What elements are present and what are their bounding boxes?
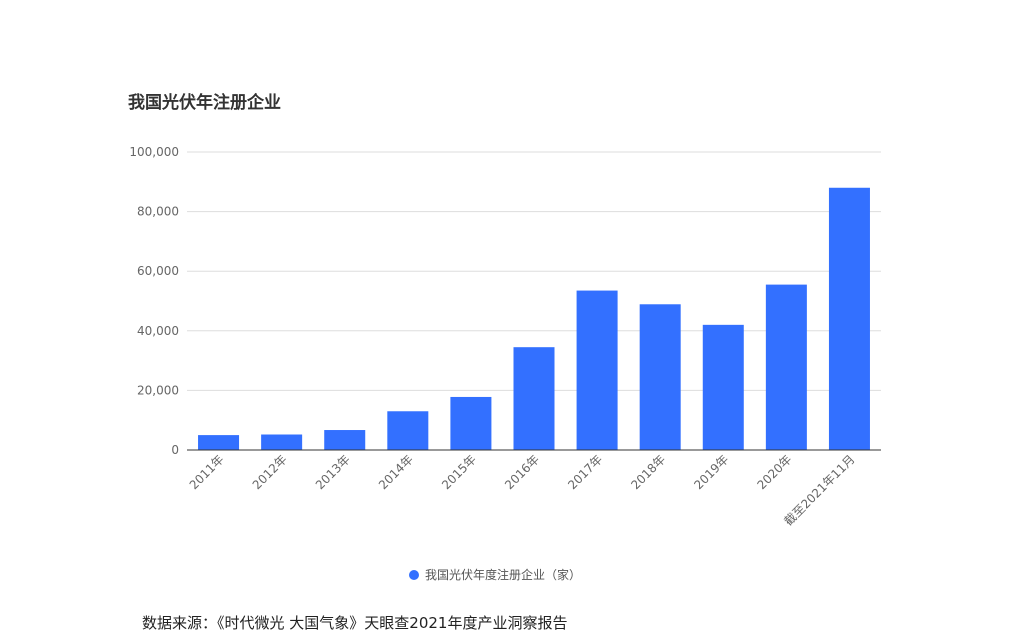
y-tick-label: 80,000 [137, 205, 179, 219]
bar [576, 290, 618, 450]
source-note: 数据来源：《时代微光 大国气象》天眼查2021年度产业洞察报告 [142, 614, 568, 632]
y-tick-label: 40,000 [137, 324, 179, 338]
bar [387, 411, 429, 450]
y-tick-label: 0 [171, 443, 179, 457]
legend-marker [409, 569, 419, 580]
x-tick-label: 2014年 [376, 452, 416, 492]
x-tick-label: 2018年 [628, 452, 668, 492]
x-tick-label: 2017年 [565, 452, 605, 492]
bar [198, 435, 240, 450]
bar [261, 434, 303, 450]
bar [513, 347, 555, 450]
x-tick-label: 2016年 [502, 452, 542, 492]
x-tick-label: 2013年 [313, 452, 353, 492]
bar [765, 284, 807, 450]
x-tick-label: 2015年 [439, 452, 479, 492]
x-tick-label: 2012年 [250, 452, 290, 492]
bar-chart: 0 20,000 40,000 60,000 80,000 100,000 2011年 201… [129, 145, 881, 528]
bar [702, 324, 744, 450]
x-tick-label: 2011年 [187, 452, 227, 492]
bar [324, 430, 366, 450]
x-tick-label: 2019年 [691, 452, 731, 492]
y-tick-label: 100,000 [129, 145, 179, 159]
bar [639, 304, 681, 450]
legend: 我国光伏年度注册企业（家） [409, 566, 581, 583]
chart-title: 我国光伏年注册企业 [128, 93, 281, 113]
bar [828, 187, 870, 450]
legend-label: 我国光伏年度注册企业（家） [425, 568, 582, 582]
y-tick-label: 20,000 [137, 383, 179, 397]
x-tick-label: 2020年 [755, 452, 795, 492]
y-tick-label: 60,000 [137, 264, 179, 278]
bar [450, 396, 492, 450]
